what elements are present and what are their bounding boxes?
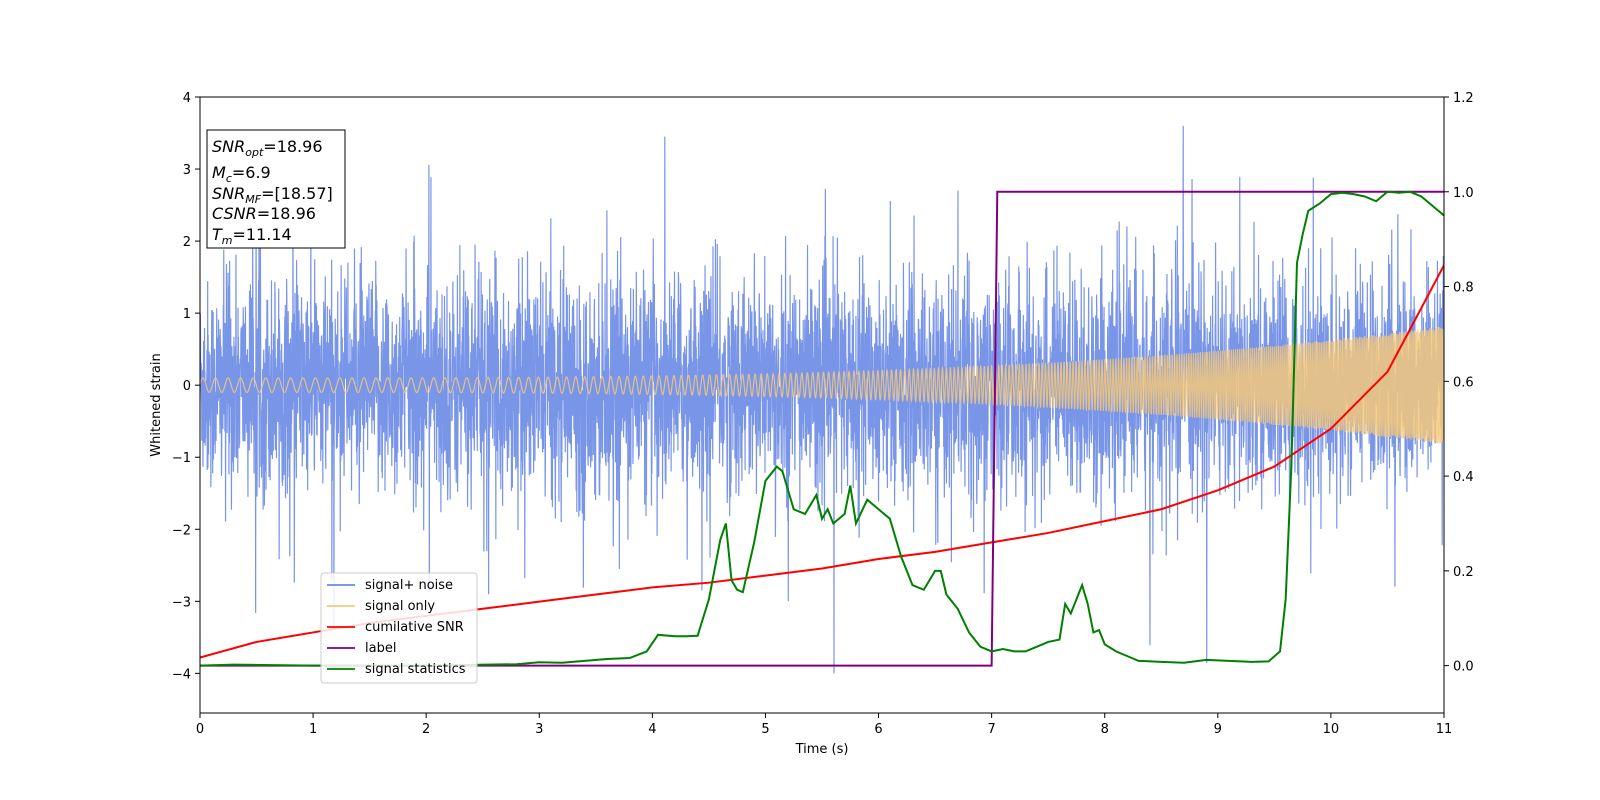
x-tick-label: 5 xyxy=(761,722,769,737)
y-right-tick-label: 1.0 xyxy=(1453,186,1474,201)
y-right-tick-label: 0.8 xyxy=(1453,281,1474,296)
signal-statistics-line xyxy=(200,190,1444,667)
y-left-tick-label: 4 xyxy=(183,91,191,106)
legend-label-signal: signal only xyxy=(365,599,435,614)
y-right-tick-label: 1.2 xyxy=(1453,91,1474,106)
plot-frame xyxy=(199,96,1445,714)
x-tick-label: 11 xyxy=(1436,722,1453,737)
x-tick-label: 0 xyxy=(196,722,204,737)
y-left-tick-label: 0 xyxy=(183,379,191,394)
y-left-tick-label: −1 xyxy=(172,451,191,466)
legend: signal+ noise signal only cumilative SNR… xyxy=(320,572,478,684)
x-tick-label: 6 xyxy=(874,722,882,737)
x-tick-label: 7 xyxy=(987,722,995,737)
y-right-tick-label: 0.0 xyxy=(1453,660,1474,675)
legend-label-noise: signal+ noise xyxy=(365,578,453,593)
y-left-tick-label: −2 xyxy=(172,523,191,538)
signal-noise-series xyxy=(200,125,1444,674)
info-box: SNRopt=18.96 Mc=6.9 SNRMF=[18.57] CSNR=1… xyxy=(206,129,346,249)
signal-noise-line xyxy=(200,125,1444,674)
signal-only-series xyxy=(200,326,1444,444)
x-tick-label: 9 xyxy=(1214,722,1222,737)
x-tick-label: 2 xyxy=(422,722,430,737)
info-snr-opt: SNRopt=18.96 xyxy=(212,137,323,159)
y-right-tick-label: 0.6 xyxy=(1453,375,1474,390)
info-csnr: CSNR=18.96 xyxy=(212,204,316,223)
y-left-tick-label: −3 xyxy=(172,595,191,610)
x-tick-label: 3 xyxy=(535,722,543,737)
x-tick-label: 8 xyxy=(1101,722,1109,737)
info-mc: Mc=6.9 xyxy=(212,163,271,185)
x-tick-label: 10 xyxy=(1323,722,1340,737)
x-tick-label: 1 xyxy=(309,722,317,737)
y-right-tick-label: 0.4 xyxy=(1453,470,1474,485)
axes: 0 1 2 3 4 5 6 7 8 9 10 11 −4 −3 −2 −1 0 1 2 3 4 0.0 0.2 0.4 0.6 0… xyxy=(172,91,1474,737)
info-tm: Tm=11.14 xyxy=(212,225,292,247)
y-left-tick-label: 2 xyxy=(183,235,191,250)
y-left-tick-label: 1 xyxy=(183,307,191,322)
info-snr-mf: SNRMF=[18.57] xyxy=(212,184,333,206)
signal-only-line xyxy=(200,326,1444,444)
y-right-tick-label: 0.2 xyxy=(1453,565,1474,580)
y-left-tick-label: 3 xyxy=(183,163,191,178)
legend-label-csnr: cumilative SNR xyxy=(365,620,464,635)
x-axis-label: Time (s) xyxy=(795,742,849,757)
legend-label-label: label xyxy=(365,641,396,656)
legend-label-stats: signal statistics xyxy=(365,662,466,677)
y-left-tick-label: −4 xyxy=(172,667,191,682)
label-line xyxy=(200,190,1444,667)
x-tick-label: 4 xyxy=(648,722,656,737)
y-axis-label: Whitened strain xyxy=(149,353,164,456)
